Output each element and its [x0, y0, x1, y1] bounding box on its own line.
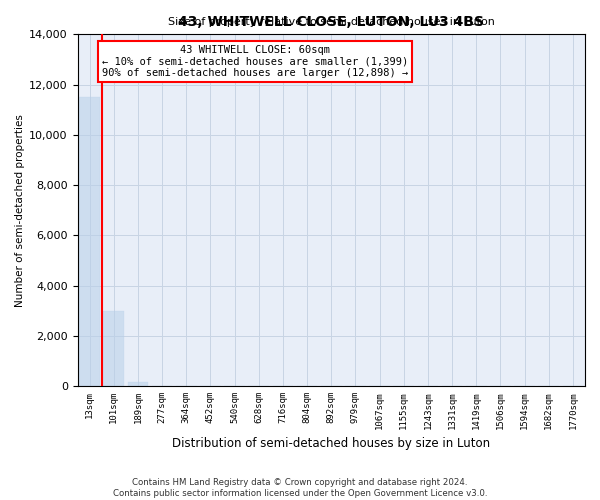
Text: 43 WHITWELL CLOSE: 60sqm
← 10% of semi-detached houses are smaller (1,399)
90% o: 43 WHITWELL CLOSE: 60sqm ← 10% of semi-d… — [102, 45, 408, 78]
Text: Size of property relative to semi-detached houses in Luton: Size of property relative to semi-detach… — [168, 18, 494, 28]
Bar — [128, 382, 148, 386]
Bar — [79, 97, 100, 386]
Title: 43, WHITWELL CLOSE, LUTON, LU3 4BS: 43, WHITWELL CLOSE, LUTON, LU3 4BS — [178, 15, 484, 29]
X-axis label: Distribution of semi-detached houses by size in Luton: Distribution of semi-detached houses by … — [172, 437, 490, 450]
Y-axis label: Number of semi-detached properties: Number of semi-detached properties — [15, 114, 25, 306]
Bar — [103, 311, 124, 386]
Text: Contains HM Land Registry data © Crown copyright and database right 2024.
Contai: Contains HM Land Registry data © Crown c… — [113, 478, 487, 498]
